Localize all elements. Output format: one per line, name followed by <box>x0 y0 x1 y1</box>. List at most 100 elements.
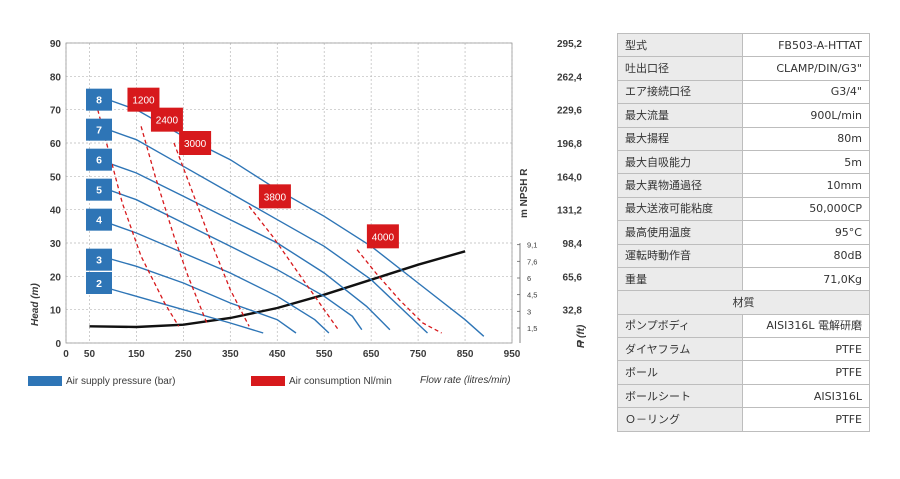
x-tick-label: 150 <box>128 349 145 360</box>
spec-label: 運転時動作音 <box>617 243 743 268</box>
spec-label: 最高使用温度 <box>617 220 743 245</box>
spec-value: 900L/min <box>742 103 870 128</box>
pressure-labels: 8 7 6 5 4 3 2 <box>86 88 112 294</box>
air-label-box <box>366 224 399 249</box>
y-axis-title: Head (m) <box>30 283 41 326</box>
air-label-text: 3000 <box>184 139 207 150</box>
x-tick-label: 450 <box>269 349 286 360</box>
x-tick-label: 750 <box>410 349 427 360</box>
right-tick-label: 229,6 <box>557 106 582 117</box>
y-axis-ticks: 0 10 20 30 40 50 60 70 80 90 <box>50 39 62 350</box>
legend-pressure-swatch <box>28 376 62 386</box>
x-axis-ticks: 0 50 150 250 350 450 550 650 750 850 950 <box>63 349 521 360</box>
y-tick-label: 20 <box>50 272 62 283</box>
spec-value: 5m <box>742 149 870 175</box>
y-tick-label: 40 <box>50 206 62 217</box>
y-tick-label: 0 <box>55 339 61 350</box>
right-axis-ticks: 0 32,8 65,6 98,4 131,2 164,0 196,8 229,6 262,4 29… <box>557 39 582 350</box>
pressure-label-text: 4 <box>96 215 102 227</box>
y-tick-label: 30 <box>50 239 62 250</box>
air-label-box <box>179 131 212 155</box>
spec-row: 最大異物通過径 10mm <box>617 173 870 198</box>
spec-value: PTFE <box>742 360 870 385</box>
x-tick-label: 550 <box>316 349 333 360</box>
npsh-tick-label: 4,5 <box>527 291 537 300</box>
right-tick-label: 164,0 <box>557 172 582 183</box>
spec-label: 最大揚程 <box>617 126 743 151</box>
y-tick-label: 10 <box>50 306 62 317</box>
y-tick-label: 90 <box>50 39 62 50</box>
right-tick-label: 65,6 <box>563 272 583 283</box>
air-label-box <box>150 107 183 132</box>
spec-value: 95°C <box>742 220 870 245</box>
pressure-label-box <box>86 118 112 141</box>
x-axis-title: Flow rate (litres/min) <box>420 375 511 386</box>
pressure-label-text: 6 <box>96 155 102 167</box>
spec-row: 最大流量 900L/min <box>617 103 870 128</box>
x-tick-label: 0 <box>63 349 69 360</box>
spec-row: 最大送液可能粘度 50,000CP <box>617 196 870 222</box>
pressure-label-box <box>86 88 112 111</box>
pressure-label-text: 8 <box>96 95 102 107</box>
spec-label: 最大送液可能粘度 <box>617 196 743 222</box>
air-curve-3800 <box>248 205 339 331</box>
spec-row: ダイヤフラム PTFE <box>617 337 870 362</box>
x-tick-label: 850 <box>457 349 474 360</box>
spec-row: エア接続口径 G3/4" <box>617 79 870 105</box>
legend-pressure-label: Air supply pressure (bar) <box>66 376 175 387</box>
npsh-tick-label: 3 <box>527 307 531 316</box>
spec-value: AISI316L <box>742 383 870 409</box>
spec-row: Ｏ－リング PTFE <box>617 407 870 432</box>
pressure-label-text: 2 <box>96 278 102 290</box>
spec-label: ボールシート <box>617 383 743 409</box>
air-curve-2400 <box>140 126 208 324</box>
right-tick-label: 131,2 <box>557 206 582 217</box>
spec-row: 重量 71,0Kg <box>617 266 870 292</box>
section-row: 材質 <box>617 290 870 315</box>
spec-label: 吐出口径 <box>617 56 743 81</box>
x-tick-label: 50 <box>84 349 96 360</box>
spec-label: Ｏ－リング <box>617 407 743 432</box>
plot-frame <box>65 42 513 344</box>
y-tick-label: 50 <box>50 172 62 183</box>
legend-air-label: Air consumption Nl/min <box>289 376 392 387</box>
pressure-curve-5 <box>89 182 363 331</box>
right-tick-label: 262,4 <box>557 72 582 83</box>
spec-row: ボール PTFE <box>617 360 870 385</box>
pressure-label-box <box>86 248 112 271</box>
x-tick-label: 250 <box>175 349 192 360</box>
pressure-label-box <box>86 272 112 294</box>
spec-value: 10mm <box>742 173 870 198</box>
air-curve-4000 <box>356 249 442 334</box>
spec-row: 最大揚程 80m <box>617 126 870 151</box>
spec-label: 重量 <box>617 266 743 292</box>
pressure-curve-7 <box>89 122 428 334</box>
pressure-label-text: 5 <box>96 185 102 197</box>
spec-row: ボールシート AISI316L <box>617 383 870 409</box>
npsh-tick-label: 1,5 <box>527 324 537 333</box>
spec-value: FB503-A-HTTAT <box>742 32 870 58</box>
spec-value: 50,000CP <box>742 196 870 222</box>
spec-value: PTFE <box>742 407 870 432</box>
spec-label: エア接続口径 <box>617 79 743 105</box>
pressure-curve-4 <box>89 215 330 334</box>
y-tick-label: 60 <box>50 139 62 150</box>
legend-air-swatch <box>251 376 285 386</box>
pressure-curves <box>89 92 485 337</box>
pressure-label-box <box>86 178 112 201</box>
right-tick-label: 196,8 <box>557 139 582 150</box>
spec-row: 型式 FB503-A-HTTAT <box>617 32 870 58</box>
spec-value: CLAMP/DIN/G3" <box>742 56 870 81</box>
right-tick-label: 98,4 <box>563 239 583 250</box>
spec-label: 最大自吸能力 <box>617 149 743 175</box>
right-tick-label: 32,8 <box>563 306 583 317</box>
right-tick-label: 0 <box>576 339 582 350</box>
pressure-curve-3 <box>89 252 297 334</box>
npsh-tick-label: 6 <box>527 274 531 283</box>
spec-value: 80dB <box>742 243 870 268</box>
pressure-label-text: 3 <box>96 255 102 267</box>
right-axis-title-ft: H (ft) <box>576 324 587 348</box>
spec-value: 80m <box>742 126 870 151</box>
air-label-box <box>258 184 291 209</box>
spec-row: 運転時動作音 80dB <box>617 243 870 268</box>
